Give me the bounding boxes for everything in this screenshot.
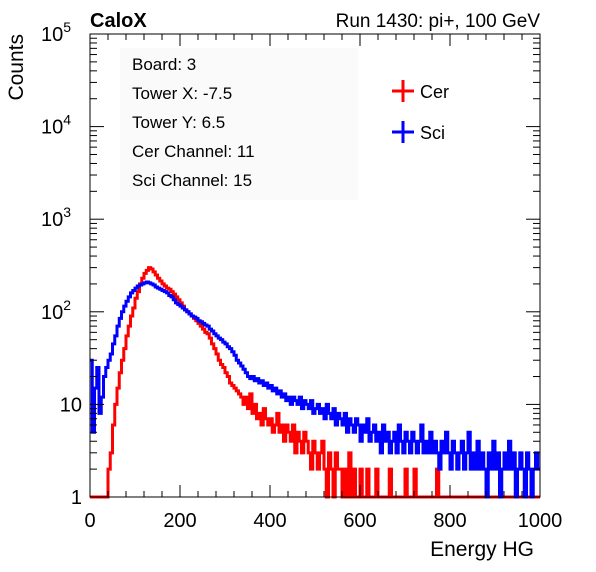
x-tick-label: 800 bbox=[433, 510, 466, 532]
y-axis-label: Counts bbox=[5, 34, 28, 101]
y-tick-label: 104 bbox=[41, 112, 71, 139]
info-board: Board: 3 bbox=[132, 55, 196, 74]
x-tick-label: 1000 bbox=[518, 510, 563, 532]
series-sci-histogram bbox=[90, 280, 540, 499]
x-axis-label: Energy HG bbox=[430, 538, 534, 561]
info-tower-y: Tower Y: 6.5 bbox=[132, 113, 225, 132]
y-tick-label: 102 bbox=[41, 297, 71, 324]
x-tick-label: 600 bbox=[343, 510, 376, 532]
info-box-background bbox=[120, 48, 358, 200]
info-cer-channel: Cer Channel: 11 bbox=[132, 142, 255, 161]
y-tick-label: 103 bbox=[41, 204, 71, 231]
chart-title-right: Run 1430: pi+, 100 GeV bbox=[336, 11, 541, 32]
info-tower-x: Tower X: -7.5 bbox=[132, 84, 232, 103]
x-tick-label: 0 bbox=[84, 510, 95, 532]
ticks-layer: 0 200 400 600 800 1000 1 10 102 103 104 105 bbox=[41, 19, 562, 532]
legend-sci-label: Sci bbox=[420, 123, 445, 143]
info-sci-channel: Sci Channel: 15 bbox=[132, 171, 252, 190]
x-tick-label: 400 bbox=[253, 510, 286, 532]
chart-title-left: CaloX bbox=[90, 10, 147, 32]
legend: Cer Sci bbox=[392, 80, 449, 143]
x-tick-label: 200 bbox=[163, 510, 196, 532]
info-box: Board: 3 Tower X: -7.5 Tower Y: 6.5 Cer … bbox=[120, 48, 358, 200]
legend-cer-label: Cer bbox=[420, 82, 449, 102]
y-tick-label: 105 bbox=[41, 19, 71, 46]
y-tick-label: 10 bbox=[60, 394, 82, 416]
plot-frame bbox=[89, 33, 541, 498]
y-tick-label: 1 bbox=[71, 487, 82, 509]
